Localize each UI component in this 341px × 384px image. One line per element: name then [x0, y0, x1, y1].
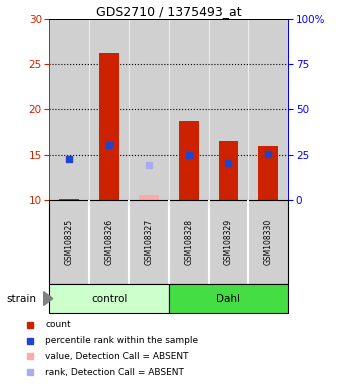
Text: GSM108325: GSM108325 — [65, 219, 74, 265]
Bar — [210, 19, 247, 200]
Bar — [99, 53, 119, 200]
Text: rank, Detection Call = ABSENT: rank, Detection Call = ABSENT — [45, 368, 184, 377]
Bar — [90, 19, 128, 200]
Bar — [258, 146, 278, 200]
Text: percentile rank within the sample: percentile rank within the sample — [45, 336, 198, 345]
Text: GSM108328: GSM108328 — [184, 219, 193, 265]
Bar — [139, 195, 159, 200]
Bar — [249, 19, 287, 200]
Text: value, Detection Call = ABSENT: value, Detection Call = ABSENT — [45, 352, 189, 361]
Bar — [219, 141, 238, 200]
Text: Dahl: Dahl — [217, 293, 240, 304]
Text: GSM108326: GSM108326 — [105, 219, 114, 265]
Text: control: control — [91, 293, 127, 304]
Bar — [169, 284, 288, 313]
Title: GDS2710 / 1375493_at: GDS2710 / 1375493_at — [96, 5, 242, 18]
Text: GSM108327: GSM108327 — [144, 219, 153, 265]
Bar — [130, 19, 168, 200]
Bar — [179, 121, 198, 200]
Text: GSM108329: GSM108329 — [224, 219, 233, 265]
Polygon shape — [44, 292, 53, 306]
Bar — [170, 19, 208, 200]
Text: GSM108330: GSM108330 — [264, 219, 273, 265]
Bar — [49, 284, 169, 313]
Text: strain: strain — [7, 293, 37, 304]
Bar — [50, 19, 88, 200]
Text: count: count — [45, 320, 71, 329]
Bar — [59, 199, 79, 200]
